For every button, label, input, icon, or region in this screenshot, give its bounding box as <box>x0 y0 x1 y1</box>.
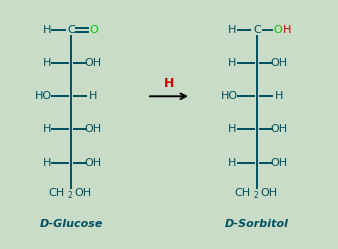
Text: H: H <box>43 25 51 35</box>
Text: H: H <box>89 91 97 101</box>
Text: HO: HO <box>35 91 52 101</box>
Text: OH: OH <box>271 58 288 68</box>
Text: H: H <box>164 77 174 90</box>
Text: H: H <box>283 25 291 35</box>
Text: OH: OH <box>85 124 102 134</box>
Text: H: H <box>228 25 237 35</box>
Text: C: C <box>67 25 75 35</box>
Text: 2: 2 <box>254 191 258 200</box>
Text: H: H <box>228 58 237 68</box>
Text: O: O <box>89 25 98 35</box>
Text: OH: OH <box>74 187 92 197</box>
Text: H: H <box>228 158 237 168</box>
Text: H: H <box>43 58 51 68</box>
Text: CH: CH <box>49 187 65 197</box>
Text: CH: CH <box>235 187 251 197</box>
Text: H: H <box>228 124 237 134</box>
Text: C: C <box>253 25 261 35</box>
Text: OH: OH <box>271 124 288 134</box>
Text: H: H <box>43 124 51 134</box>
Text: OH: OH <box>271 158 288 168</box>
Text: O: O <box>273 25 282 35</box>
Text: D-Sorbitol: D-Sorbitol <box>225 219 289 229</box>
Text: D-Glucose: D-Glucose <box>39 219 103 229</box>
Text: OH: OH <box>85 158 102 168</box>
Text: H: H <box>43 158 51 168</box>
Text: HO: HO <box>221 91 238 101</box>
Text: OH: OH <box>85 58 102 68</box>
Text: H: H <box>275 91 283 101</box>
Text: 2: 2 <box>68 191 72 200</box>
Text: OH: OH <box>260 187 277 197</box>
